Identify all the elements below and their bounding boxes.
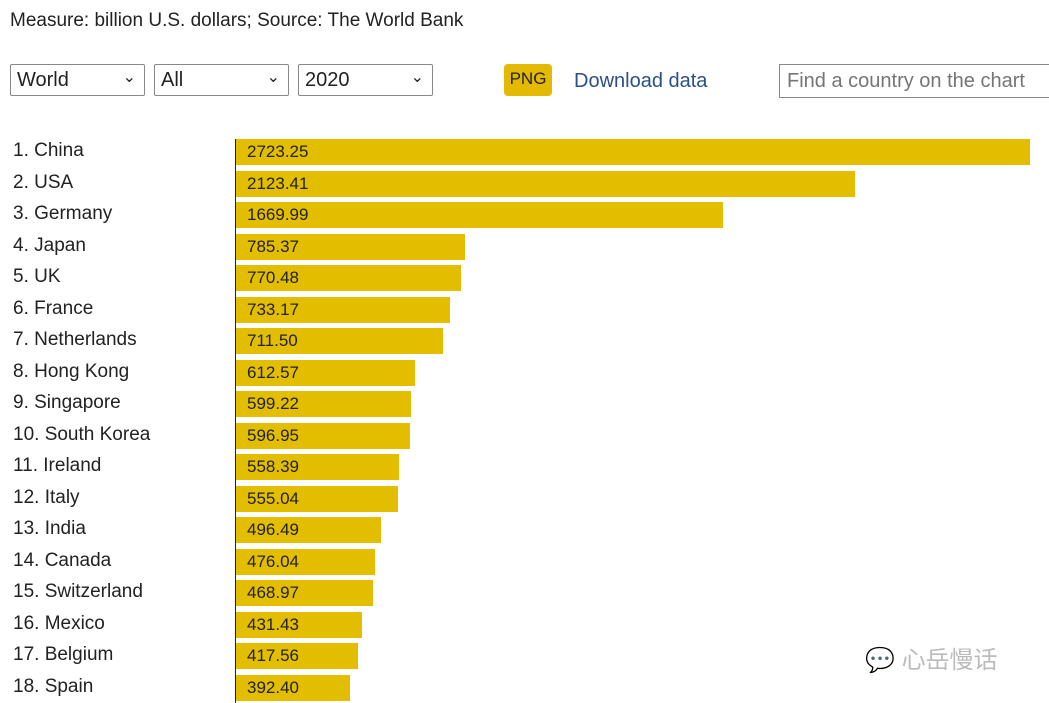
category-label: 16. Mexico bbox=[13, 612, 105, 634]
bar[interactable] bbox=[236, 391, 411, 417]
bar[interactable] bbox=[236, 548, 375, 575]
bar[interactable] bbox=[236, 517, 381, 543]
value-label: 612.57 bbox=[247, 362, 299, 382]
value-label: 496.49 bbox=[247, 520, 299, 539]
bar[interactable] bbox=[236, 674, 351, 701]
value-label: 2123.41 bbox=[247, 173, 309, 193]
category-label: 4. Japan bbox=[13, 234, 86, 256]
bar[interactable] bbox=[236, 202, 723, 228]
category-select[interactable]: All ⌄ bbox=[154, 64, 289, 96]
category-label: 3. Germany bbox=[13, 203, 113, 224]
watermark-text: 心岳慢话 bbox=[901, 647, 998, 674]
region-select[interactable]: World ⌄ bbox=[10, 64, 145, 96]
bar[interactable] bbox=[236, 611, 362, 638]
value-label: 711.50 bbox=[247, 331, 298, 350]
bar[interactable] bbox=[236, 139, 1030, 165]
category-label: 6. France bbox=[13, 297, 94, 319]
value-label: 596.95 bbox=[247, 425, 299, 445]
bar[interactable] bbox=[236, 580, 373, 606]
chevron-down-icon: ⌄ bbox=[122, 69, 136, 86]
bar[interactable] bbox=[236, 233, 465, 260]
measure-source-text: Measure: billion U.S. dollars; Source: T… bbox=[10, 10, 464, 31]
category-label: 14. Canada bbox=[13, 549, 112, 571]
chevron-down-icon: ⌄ bbox=[410, 69, 424, 86]
category-label: 7. Netherlands bbox=[13, 329, 137, 350]
value-label: 555.04 bbox=[247, 488, 299, 508]
bar[interactable] bbox=[236, 422, 411, 449]
value-label: 417.56 bbox=[247, 646, 299, 665]
value-label: 476.04 bbox=[247, 551, 299, 571]
bar[interactable] bbox=[236, 454, 399, 480]
value-label: 468.97 bbox=[247, 583, 299, 602]
category-label: 8. Hong Kong bbox=[13, 360, 130, 382]
category-label: 5. UK bbox=[13, 266, 61, 287]
value-label: 599.22 bbox=[247, 394, 299, 413]
value-label: 733.17 bbox=[247, 299, 299, 319]
category-label: 15. Switzerland bbox=[13, 581, 143, 602]
value-label: 2723.25 bbox=[247, 142, 309, 161]
category-label: 2. USA bbox=[13, 171, 74, 193]
category-label: 10. South Korea bbox=[13, 423, 151, 445]
bar[interactable] bbox=[236, 296, 450, 323]
watermark: 💬 心岳慢话 bbox=[865, 647, 998, 674]
bar[interactable] bbox=[236, 170, 856, 197]
bar[interactable] bbox=[236, 265, 461, 291]
y-axis-line bbox=[235, 139, 236, 703]
category-label: 18. Spain bbox=[13, 675, 94, 697]
category-label: 9. Singapore bbox=[13, 392, 121, 413]
find-country-input[interactable] bbox=[779, 64, 1049, 98]
category-label: 12. Italy bbox=[13, 486, 80, 508]
value-label: 558.39 bbox=[247, 457, 299, 476]
value-label: 785.37 bbox=[247, 236, 299, 256]
bar[interactable] bbox=[236, 485, 398, 512]
png-button[interactable]: PNG bbox=[504, 64, 552, 96]
bar[interactable] bbox=[236, 328, 444, 354]
value-label: 770.48 bbox=[247, 268, 299, 287]
download-data-link[interactable]: Download data bbox=[574, 70, 708, 92]
bar[interactable] bbox=[236, 643, 358, 669]
category-label: 17. Belgium bbox=[13, 644, 114, 665]
region-value: World bbox=[17, 69, 69, 91]
value-label: 431.43 bbox=[247, 614, 299, 634]
category-label: 1. China bbox=[13, 140, 84, 161]
category-label: 11. Ireland bbox=[13, 455, 102, 476]
year-value: 2020 bbox=[305, 69, 350, 91]
category-value: All bbox=[161, 69, 184, 91]
bar[interactable] bbox=[236, 359, 415, 386]
chevron-down-icon: ⌄ bbox=[266, 69, 280, 86]
year-select[interactable]: 2020 ⌄ bbox=[298, 64, 433, 96]
category-label: 13. India bbox=[13, 518, 86, 539]
value-label: 1669.99 bbox=[247, 205, 309, 224]
value-label: 392.40 bbox=[247, 677, 299, 697]
